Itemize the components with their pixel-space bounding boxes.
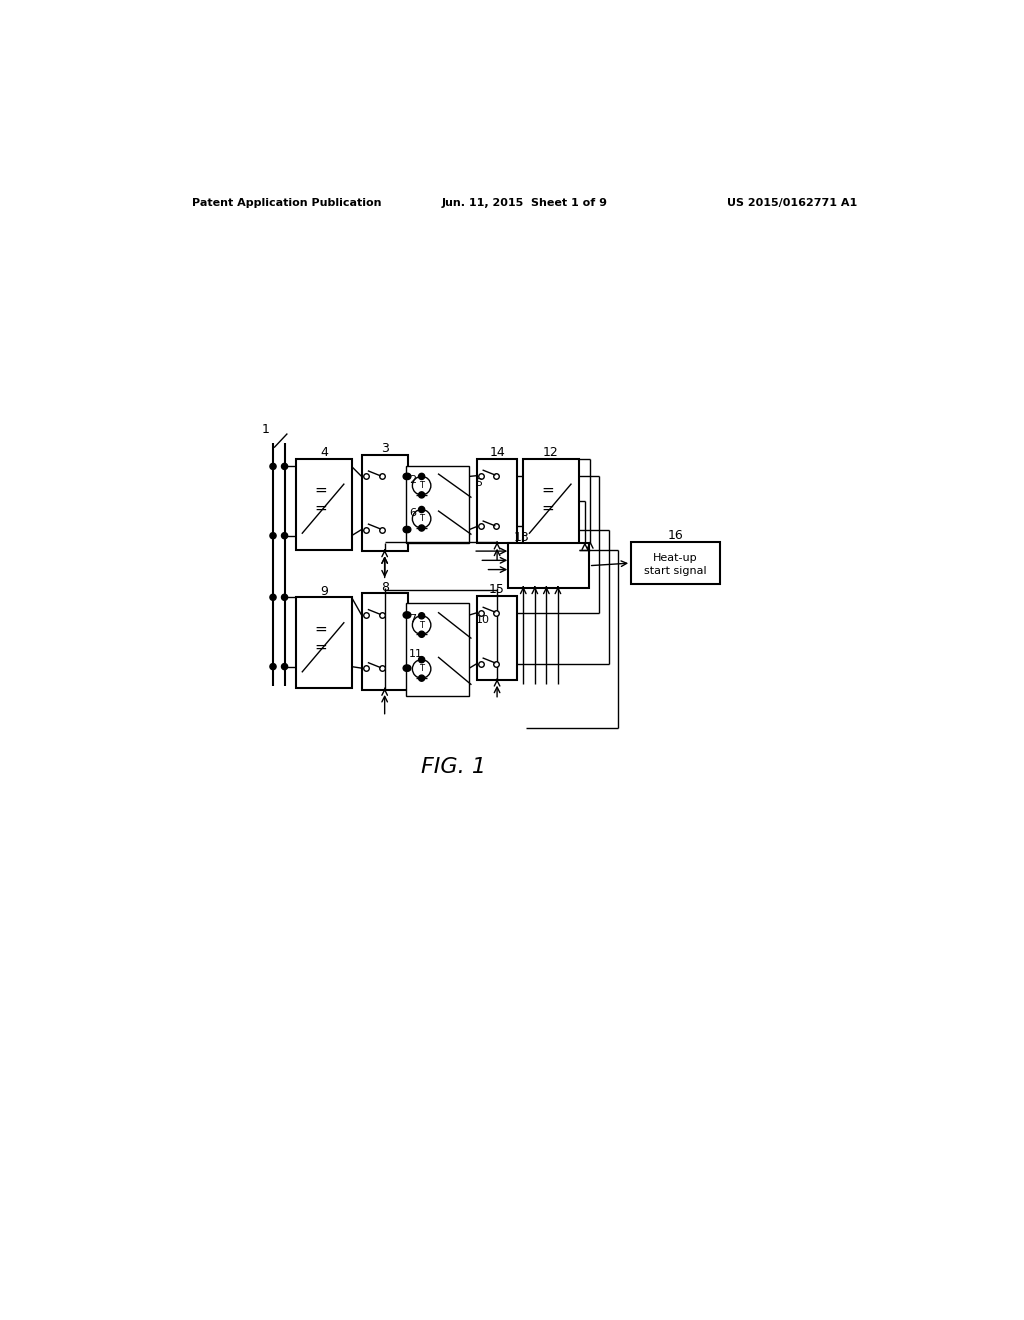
Text: T: T bbox=[419, 515, 424, 523]
Circle shape bbox=[403, 527, 410, 532]
Circle shape bbox=[419, 656, 425, 663]
Text: 10: 10 bbox=[475, 615, 489, 626]
Text: US 2015/0162771 A1: US 2015/0162771 A1 bbox=[727, 198, 857, 209]
Text: FIG. 1: FIG. 1 bbox=[422, 756, 486, 776]
Circle shape bbox=[282, 664, 288, 669]
Circle shape bbox=[419, 675, 425, 681]
Text: 2: 2 bbox=[410, 475, 417, 486]
Circle shape bbox=[403, 474, 410, 479]
Text: 14: 14 bbox=[489, 446, 505, 459]
Text: 1: 1 bbox=[261, 422, 269, 436]
Text: 16: 16 bbox=[668, 529, 683, 543]
Circle shape bbox=[270, 594, 276, 601]
Text: start signal: start signal bbox=[644, 566, 707, 576]
Text: =: = bbox=[314, 483, 327, 498]
Bar bbox=[296, 597, 351, 688]
Text: 6: 6 bbox=[410, 508, 417, 517]
Circle shape bbox=[419, 474, 425, 479]
Circle shape bbox=[419, 492, 425, 498]
Text: 11: 11 bbox=[410, 648, 423, 659]
Text: Jun. 11, 2015  Sheet 1 of 9: Jun. 11, 2015 Sheet 1 of 9 bbox=[441, 198, 608, 209]
Text: T: T bbox=[419, 620, 424, 630]
Bar bbox=[477, 459, 517, 544]
Circle shape bbox=[404, 527, 411, 532]
Bar bbox=[407, 603, 469, 696]
Bar bbox=[477, 595, 517, 681]
Text: Heat-up: Heat-up bbox=[653, 553, 697, 562]
Circle shape bbox=[270, 532, 276, 539]
Text: 15: 15 bbox=[489, 583, 505, 597]
Circle shape bbox=[419, 631, 425, 638]
Text: Patent Application Publication: Patent Application Publication bbox=[193, 198, 382, 209]
Text: T: T bbox=[419, 482, 424, 490]
Bar bbox=[296, 459, 351, 549]
Text: 9: 9 bbox=[319, 585, 328, 598]
Bar bbox=[361, 594, 408, 689]
Circle shape bbox=[403, 612, 410, 618]
Bar bbox=[508, 544, 589, 589]
Circle shape bbox=[419, 612, 425, 619]
Text: 13: 13 bbox=[514, 531, 529, 544]
Circle shape bbox=[404, 474, 411, 479]
Text: 3: 3 bbox=[381, 442, 388, 455]
Bar bbox=[361, 455, 408, 552]
Circle shape bbox=[404, 665, 411, 672]
Circle shape bbox=[419, 525, 425, 531]
Bar bbox=[407, 466, 469, 544]
Bar bbox=[631, 543, 720, 585]
Circle shape bbox=[403, 665, 410, 672]
Circle shape bbox=[282, 463, 288, 470]
Circle shape bbox=[270, 664, 276, 669]
Text: 5: 5 bbox=[475, 478, 482, 488]
Text: =: = bbox=[314, 622, 327, 636]
Text: 7: 7 bbox=[410, 614, 417, 624]
Text: 4: 4 bbox=[319, 446, 328, 459]
Bar bbox=[523, 459, 579, 549]
Text: =: = bbox=[314, 640, 327, 655]
Text: =: = bbox=[314, 502, 327, 516]
Text: 8: 8 bbox=[381, 581, 389, 594]
Text: =: = bbox=[542, 483, 554, 498]
Text: 12: 12 bbox=[543, 446, 559, 459]
Circle shape bbox=[404, 612, 411, 618]
Circle shape bbox=[282, 532, 288, 539]
Circle shape bbox=[282, 594, 288, 601]
Text: =: = bbox=[542, 502, 554, 516]
Circle shape bbox=[419, 507, 425, 512]
Circle shape bbox=[270, 463, 276, 470]
Text: T: T bbox=[419, 664, 424, 673]
